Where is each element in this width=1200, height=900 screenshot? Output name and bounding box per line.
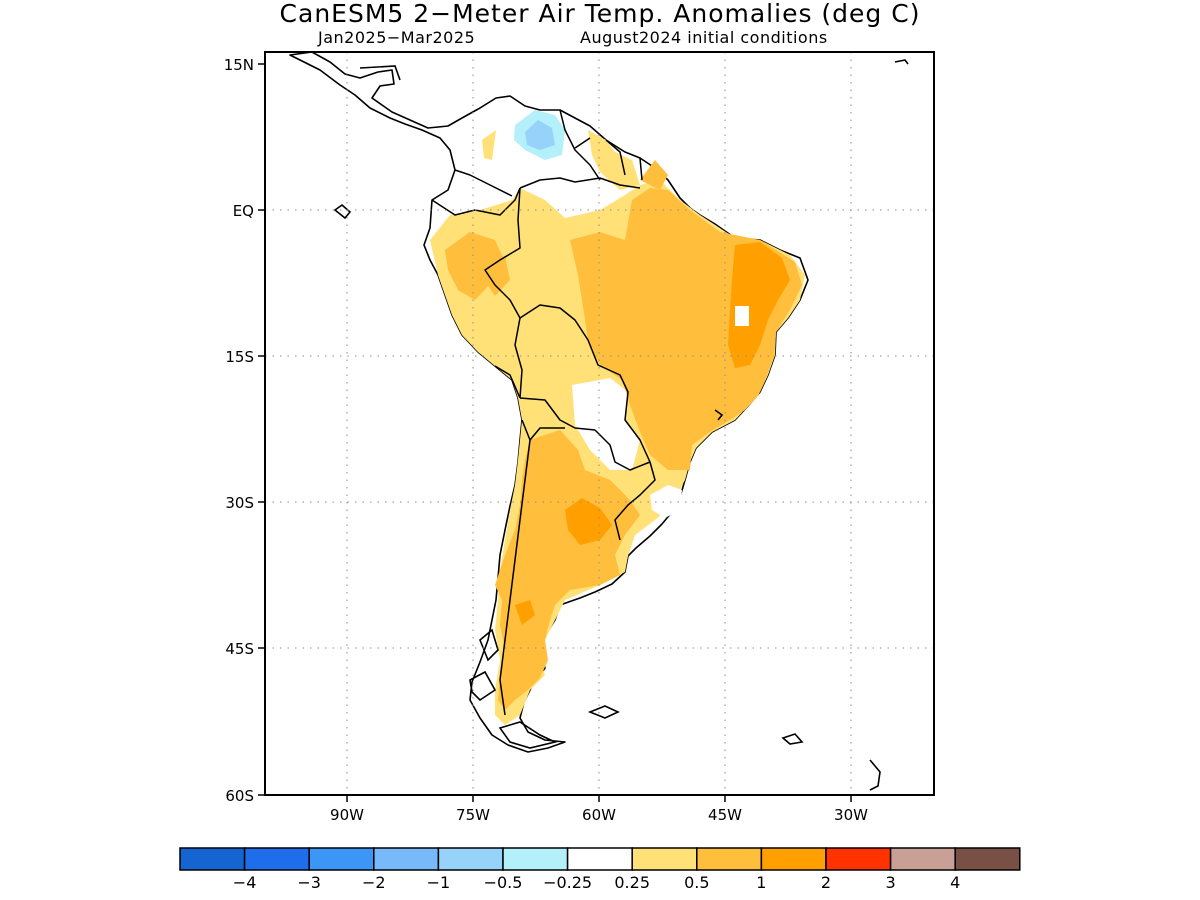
argentina-warm-region [495, 430, 640, 710]
colorbar-swatch-6 [566, 847, 633, 871]
lon-label-60w: 60W [582, 806, 616, 824]
lon-label-45w: 45W [708, 806, 742, 824]
colorbar: −4 −3 −2 −1 −0.5 −0.25 0.25 0.5 1 2 3 4 [179, 847, 1021, 892]
northeast-brazil-hot-region [728, 242, 790, 368]
lon-label-75w: 75W [456, 806, 490, 824]
colorbar-swatch-12 [954, 847, 1021, 871]
colorbar-label-6: 0.25 [614, 873, 650, 892]
colorbar-label-9: 2 [821, 873, 831, 892]
colorbar-swatch-9 [760, 847, 827, 871]
colorbar-swatch-0 [179, 847, 246, 871]
colorbar-label-3: −1 [427, 873, 451, 892]
colorbar-label-2: −2 [362, 873, 386, 892]
colorbar-label-4: −0.5 [484, 873, 523, 892]
lat-label-15s: 15S [225, 348, 254, 366]
colorbar-swatch-3 [373, 847, 440, 871]
colorbar-swatch-2 [308, 847, 375, 871]
colorbar-swatch-5 [502, 847, 569, 871]
period-subtitle: Jan2025−Mar2025 [318, 28, 476, 47]
colorbar-swatch-7 [631, 847, 698, 871]
lat-label-15n: 15N [224, 56, 254, 74]
colorbar-label-7: 0.5 [684, 873, 709, 892]
colorbar-swatch-1 [243, 847, 310, 871]
colorbar-label-8: 1 [756, 873, 766, 892]
colorbar-swatch-10 [825, 847, 892, 871]
map-content [265, 52, 934, 795]
lon-label-30w: 30W [834, 806, 868, 824]
chart-title: CanESM5 2−Meter Air Temp. Anomalies (deg… [279, 0, 921, 28]
lat-label-eq: EQ [233, 202, 254, 220]
country-borders [431, 109, 656, 716]
colorbar-label-5: −0.25 [543, 873, 592, 892]
lat-label-30s: 30S [225, 494, 254, 512]
central-argentina-hot-region [565, 498, 612, 545]
lon-label-90w: 90W [330, 806, 364, 824]
venezuela-cold-core [525, 120, 555, 150]
colorbar-label-0: −4 [233, 873, 257, 892]
colorbar-swatch-8 [696, 847, 763, 871]
islands [333, 59, 909, 791]
lon-tick-marks [346, 795, 852, 802]
colorbar-label-10: 3 [886, 873, 896, 892]
lat-label-60s: 60S [225, 787, 254, 805]
colorbar-swatch-4 [437, 847, 504, 871]
colorbar-label-11: 4 [950, 873, 960, 892]
initial-conditions-subtitle: August2024 initial conditions [580, 28, 828, 47]
lat-label-45s: 45S [225, 640, 254, 658]
colorbar-label-1: −3 [297, 873, 321, 892]
colorbar-swatch-11 [889, 847, 956, 871]
lat-tick-marks [258, 63, 265, 796]
